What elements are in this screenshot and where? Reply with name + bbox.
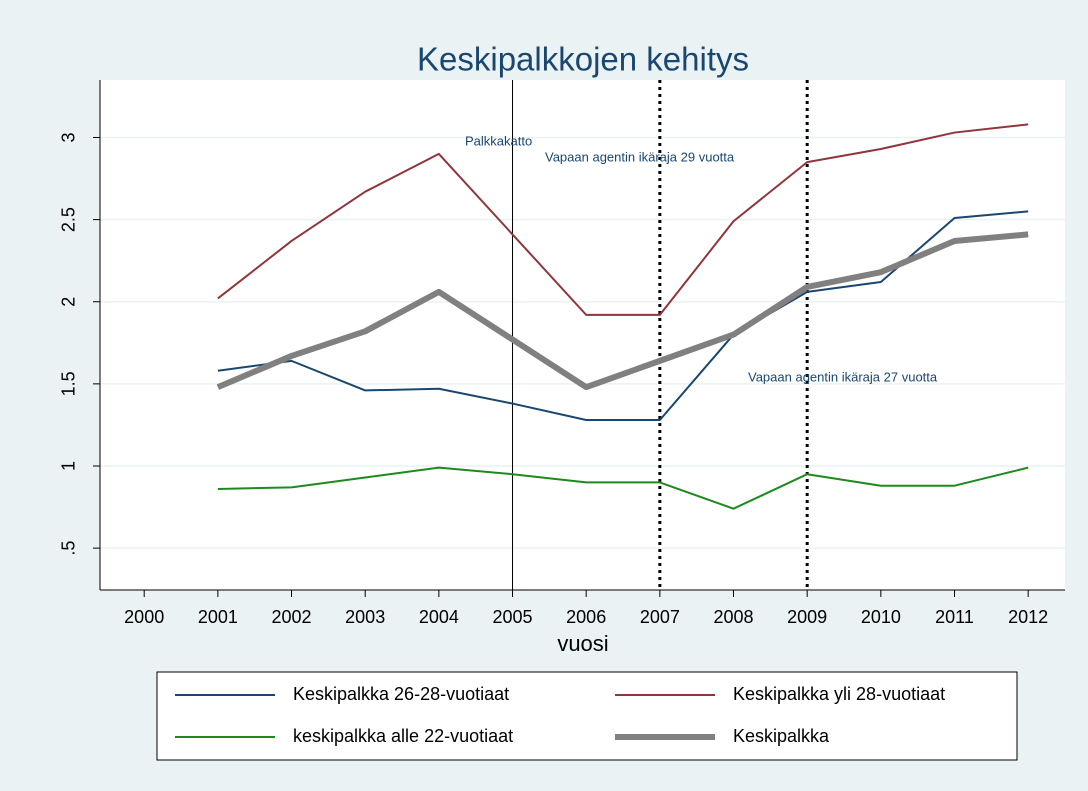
- x-tick-label: 2002: [272, 607, 312, 627]
- legend-label: Keskipalkka yli 28-vuotiaat: [733, 684, 945, 704]
- legend-label: Keskipalkka: [733, 726, 830, 746]
- line-series: [217, 466, 1029, 510]
- x-tick-label: 2005: [492, 607, 532, 627]
- x-tick-label: 2007: [640, 607, 680, 627]
- y-tick-label: 1: [59, 461, 79, 471]
- plot-area: [100, 80, 1065, 590]
- y-tick-label: 2.5: [59, 207, 79, 232]
- x-tick-label: 2004: [419, 607, 459, 627]
- x-tick-label: 2006: [566, 607, 606, 627]
- x-tick-label: 2003: [345, 607, 385, 627]
- legend-label: Keskipalkka 26-28-vuotiaat: [293, 684, 509, 704]
- x-tick-label: 2008: [713, 607, 753, 627]
- x-tick-label: 2011: [935, 607, 974, 627]
- x-axis-label: vuosi: [557, 631, 608, 656]
- x-tick-label: 2010: [861, 607, 901, 627]
- line-series: [216, 231, 1029, 391]
- line-series: [217, 210, 1029, 421]
- x-tick-label: 2001: [198, 607, 238, 627]
- y-tick-label: .5: [59, 541, 79, 556]
- chart-title: Keskipalkkojen kehitys: [417, 41, 749, 78]
- annotation: Palkkakatto: [465, 133, 532, 148]
- y-tick-label: 1.5: [59, 371, 79, 396]
- line-series: [217, 123, 1029, 316]
- x-tick-label: 2000: [124, 607, 164, 627]
- annotation: Vapaan agentin ikäraja 29 vuotta: [545, 149, 735, 164]
- legend: [156, 671, 1018, 761]
- annotation: Vapaan agentin ikäraja 27 vuotta: [748, 369, 938, 384]
- legend-label: keskipalkka alle 22-vuotiaat: [293, 726, 513, 746]
- x-tick-label: 2009: [787, 607, 827, 627]
- x-tick-label: 2012: [1008, 607, 1048, 627]
- y-tick-label: 3: [59, 132, 79, 142]
- y-tick-label: 2: [59, 297, 79, 307]
